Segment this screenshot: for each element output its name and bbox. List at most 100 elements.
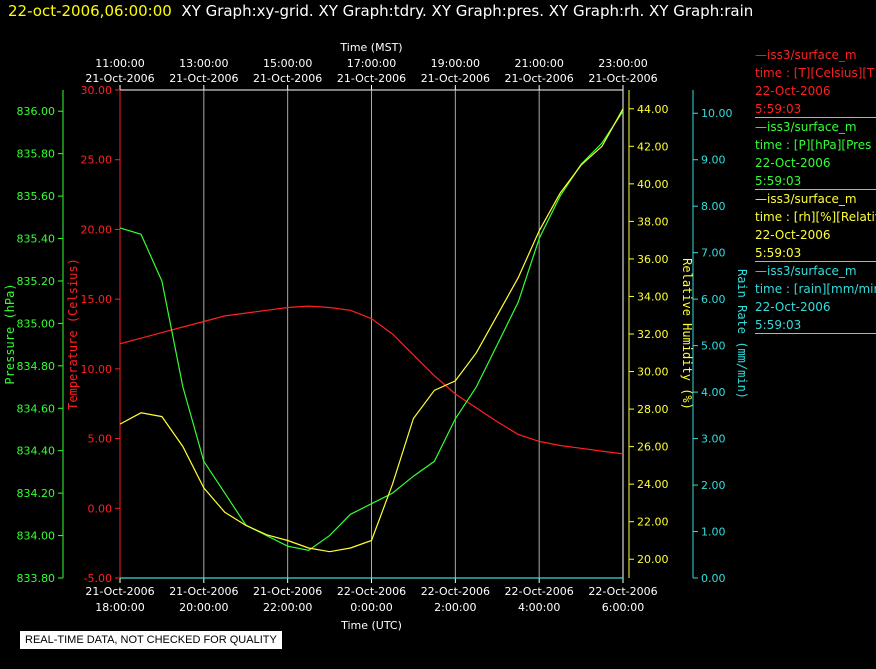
- x-bottom-tick-date: 21-Oct-2006: [169, 585, 238, 598]
- rain-tick-label: 9.00: [701, 154, 726, 167]
- rain-tick-label: 0.00: [701, 572, 726, 585]
- rain-tick-label: 2.00: [701, 479, 726, 492]
- rh-tick-label: 42.00: [637, 140, 669, 153]
- rh-tick-label: 22.00: [637, 516, 669, 529]
- temperature-tick-label: 0.00: [88, 502, 113, 515]
- x-bottom-tick-time: 4:00:00: [518, 601, 560, 614]
- rh-tick-label: 30.00: [637, 366, 669, 379]
- rh-tick-label: 28.00: [637, 403, 669, 416]
- legend-line2: time : [T][Celsius][T: [755, 66, 875, 80]
- x-bottom-tick-date: 22-Oct-2006: [337, 585, 406, 598]
- temperature-tick-label: 5.00: [88, 433, 113, 446]
- legend-line4: 5:59:03: [755, 318, 802, 332]
- rain-tick-label: 6.00: [701, 293, 726, 306]
- rain-tick-label: 3.00: [701, 433, 726, 446]
- x-top-tick-time: 23:00:00: [598, 57, 647, 70]
- pressure-tick-label: 834.00: [17, 530, 56, 543]
- rain-tick-label: 1.00: [701, 526, 726, 539]
- x-top-tick-time: 17:00:00: [347, 57, 396, 70]
- pressure-tick-label: 834.40: [17, 445, 56, 458]
- x-top-tick-time: 13:00:00: [179, 57, 228, 70]
- x-bottom-tick-date: 21-Oct-2006: [253, 585, 322, 598]
- legend-line4: 5:59:03: [755, 174, 802, 188]
- x-top-tick-date: 21-Oct-2006: [253, 72, 322, 85]
- x-bottom-axis-title: Time (UTC): [340, 619, 402, 632]
- pressure-axis-label: Pressure (hPa): [3, 283, 17, 384]
- x-top-tick-date: 21-Oct-2006: [421, 72, 490, 85]
- rh-tick-label: 20.00: [637, 553, 669, 566]
- legend-line2: time : [rain][mm/min: [755, 282, 876, 296]
- x-bottom-tick-time: 22:00:00: [263, 601, 312, 614]
- x-bottom-tick-date: 21-Oct-2006: [85, 585, 154, 598]
- x-top-tick-time: 15:00:00: [263, 57, 312, 70]
- temperature-tick-label: 25.00: [81, 154, 113, 167]
- pressure-tick-label: 834.60: [17, 402, 56, 415]
- temperature-tick-label: 10.00: [81, 363, 113, 376]
- legend-line1: —iss3/surface_m: [755, 120, 857, 134]
- pressure-tick-label: 835.80: [17, 148, 56, 161]
- pressure-tick-label: 833.80: [17, 572, 56, 585]
- graph-titles: XY Graph:xy-grid. XY Graph:tdry. XY Grap…: [181, 2, 754, 20]
- x-bottom-tick-time: 18:00:00: [95, 601, 144, 614]
- pressure-tick-label: 835.00: [17, 317, 56, 330]
- x-bottom-tick-time: 2:00:00: [434, 601, 476, 614]
- temperature-tick-label: 20.00: [81, 223, 113, 236]
- temperature-series-line: [119, 305, 624, 455]
- rh-tick-label: 32.00: [637, 328, 669, 341]
- rh-tick-label: 26.00: [637, 441, 669, 454]
- legend-line3: 22-Oct-2006: [755, 156, 831, 170]
- chart-timestamp: 22-oct-2006,06:00:00: [8, 2, 172, 20]
- x-top-axis-title: Time (MST): [339, 41, 402, 54]
- x-bottom-tick-time: 6:00:00: [602, 601, 644, 614]
- x-bottom-tick-date: 22-Oct-2006: [588, 585, 657, 598]
- legend-line2: time : [rh][%][Relativ: [755, 210, 876, 224]
- temperature-tick-label: -5.00: [84, 572, 112, 585]
- rain-tick-label: 10.00: [701, 107, 733, 120]
- temperature-tick-label: 30.00: [81, 84, 113, 97]
- x-top-tick-time: 21:00:00: [514, 57, 563, 70]
- legend-separator: [755, 117, 876, 118]
- temperature-tick-label: 15.00: [81, 293, 113, 306]
- rain-axis-label: Rain Rate (mm/min): [735, 269, 749, 399]
- x-bottom-tick-date: 22-Oct-2006: [421, 585, 490, 598]
- quality-note: REAL-TIME DATA, NOT CHECKED FOR QUALITY: [20, 631, 282, 649]
- legend-separator: [755, 333, 876, 334]
- legend-line3: 22-Oct-2006: [755, 84, 831, 98]
- rain-tick-label: 4.00: [701, 386, 726, 399]
- rh-tick-label: 24.00: [637, 478, 669, 491]
- legend-line4: 5:59:03: [755, 102, 802, 116]
- legend-separator: [755, 189, 876, 190]
- pressure-tick-label: 834.20: [17, 487, 56, 500]
- rh-tick-label: 36.00: [637, 253, 669, 266]
- rain-tick-label: 8.00: [701, 200, 726, 213]
- temperature-axis-label: Temperature (Celsius): [66, 258, 80, 410]
- rain-tick-label: 7.00: [701, 247, 726, 260]
- x-top-tick-date: 21-Oct-2006: [85, 72, 154, 85]
- rh-tick-label: 38.00: [637, 215, 669, 228]
- rh-tick-label: 44.00: [637, 103, 669, 116]
- chart-title-bar: 22-oct-2006,06:00:00 XY Graph:xy-grid. X…: [8, 2, 753, 20]
- legend-line1: —iss3/surface_m: [755, 192, 857, 206]
- legend-line2: time : [P][hPa][Pres: [755, 138, 872, 152]
- pressure-series-line: [119, 110, 624, 552]
- x-top-tick-date: 21-Oct-2006: [588, 72, 657, 85]
- x-top-tick-date: 21-Oct-2006: [505, 72, 574, 85]
- legend-line1: —iss3/surface_m: [755, 48, 857, 62]
- rh-tick-label: 34.00: [637, 290, 669, 303]
- legend-line3: 22-Oct-2006: [755, 300, 831, 314]
- rh-series-line: [119, 108, 624, 553]
- x-top-tick-date: 21-Oct-2006: [337, 72, 406, 85]
- pressure-tick-label: 835.60: [17, 190, 56, 203]
- legend-line3: 22-Oct-2006: [755, 228, 831, 242]
- x-top-tick-time: 11:00:00: [95, 57, 144, 70]
- legend-line1: —iss3/surface_m: [755, 264, 857, 278]
- x-top-tick-date: 21-Oct-2006: [169, 72, 238, 85]
- rh-axis-label: Relative Humidity (%): [680, 258, 694, 410]
- rh-tick-label: 40.00: [637, 178, 669, 191]
- legend-separator: [755, 261, 876, 262]
- pressure-tick-label: 834.80: [17, 360, 56, 373]
